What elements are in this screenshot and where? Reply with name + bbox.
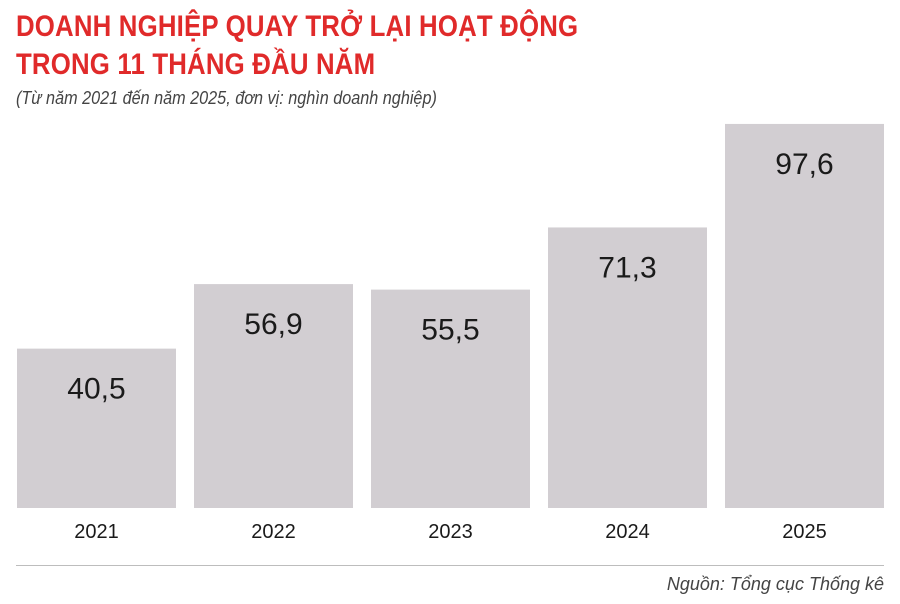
value-label-2024: 71,3 bbox=[598, 251, 656, 284]
bar-2023 bbox=[371, 289, 530, 508]
chart-title: DOANH NGHIỆP QUAY TRỞ LẠI HOẠT ĐỘNG TRON… bbox=[16, 8, 578, 84]
footer-divider bbox=[16, 565, 884, 566]
x-tick-label-2021: 2021 bbox=[74, 521, 119, 543]
chart-subtitle: (Từ năm 2021 đến năm 2025, đơn vị: nghìn… bbox=[16, 88, 437, 108]
source-note: Nguồn: Tổng cục Thống kê bbox=[666, 574, 884, 594]
x-tick-label-2025: 2025 bbox=[782, 521, 827, 543]
bar-2025 bbox=[725, 123, 884, 508]
x-tick-label-2022: 2022 bbox=[251, 521, 296, 543]
x-tick-label-2023: 2023 bbox=[428, 521, 473, 543]
value-label-2022: 56,9 bbox=[244, 308, 302, 341]
chart-title-line-2: TRONG 11 THÁNG ĐẦU NĂM bbox=[16, 48, 376, 81]
bar-2022 bbox=[194, 284, 353, 508]
bar-2024 bbox=[548, 227, 707, 508]
value-label-2023: 55,5 bbox=[421, 314, 479, 347]
value-label-2025: 97,6 bbox=[775, 148, 833, 181]
chart-title-line-1: DOANH NGHIỆP QUAY TRỞ LẠI HOẠT ĐỘNG bbox=[16, 10, 579, 43]
bar-2021 bbox=[17, 348, 176, 508]
value-label-2021: 40,5 bbox=[67, 373, 125, 406]
x-tick-label-2024: 2024 bbox=[605, 521, 650, 543]
